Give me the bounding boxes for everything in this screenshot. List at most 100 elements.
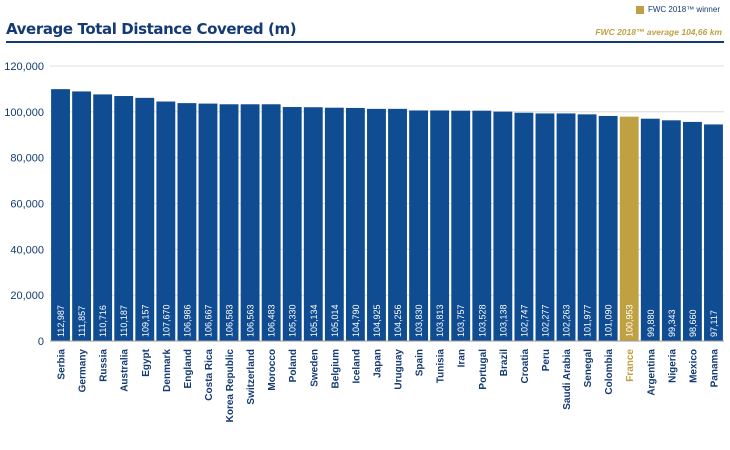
x-tick-label: Korea Republic — [225, 349, 236, 423]
bar — [640, 118, 660, 341]
x-tick-label: Brazil — [499, 349, 510, 376]
bar — [240, 104, 260, 341]
bar-value-label: 102,747 — [519, 304, 529, 337]
average-note: FWC 2018™ average 104,66 km — [595, 27, 722, 37]
bar — [177, 103, 197, 341]
bar-value-label: 107,670 — [161, 304, 171, 337]
bar — [535, 113, 555, 341]
bar-value-label: 106,667 — [203, 304, 213, 337]
bar-value-label: 112,987 — [56, 305, 66, 337]
bar-value-label: 97,117 — [709, 310, 719, 337]
bar — [409, 110, 429, 341]
bar — [135, 97, 155, 342]
bar — [156, 101, 176, 341]
bar — [282, 107, 302, 341]
bar-value-label: 106,563 — [246, 304, 256, 337]
x-tick-label: Sweden — [309, 349, 320, 387]
x-tick-label: Denmark — [162, 349, 173, 392]
bar-value-label: 103,830 — [414, 304, 424, 337]
bar — [367, 108, 386, 342]
x-tick-label: Belgium — [330, 349, 341, 389]
legend-swatch — [635, 5, 644, 14]
x-tick-label: Portugal — [478, 349, 489, 390]
bar — [93, 94, 113, 342]
chart-title: Average Total Distance Covered (m) — [6, 20, 297, 38]
x-tick-label: Egypt — [141, 348, 152, 376]
x-tick-label: Saudi Arabia — [562, 349, 573, 410]
bar — [219, 104, 239, 341]
bar — [556, 113, 576, 341]
x-tick-label: Iran — [457, 349, 468, 367]
y-tick-label: 120,000 — [4, 61, 44, 73]
bar-value-label: 106,986 — [182, 304, 192, 337]
bar — [451, 110, 471, 341]
bar — [430, 110, 450, 341]
bar — [619, 116, 639, 341]
y-tick-label: 20,000 — [10, 290, 44, 302]
bar — [514, 112, 534, 341]
legend-label: FWC 2018™ winner — [647, 5, 720, 14]
bar-value-label: 103,138 — [498, 304, 508, 337]
x-tick-label: England — [183, 349, 194, 388]
x-tick-label: Colombia — [604, 349, 615, 395]
bar-value-label: 104,925 — [372, 304, 382, 337]
bar — [303, 107, 323, 341]
bar-value-label: 106,583 — [225, 304, 235, 337]
bar — [198, 103, 218, 341]
x-tick-label: Senegal — [583, 349, 594, 388]
bar-value-label: 98,660 — [688, 309, 698, 337]
bar — [661, 120, 681, 341]
bar-value-label: 101,977 — [583, 304, 593, 337]
x-tick-label: Germany — [78, 349, 89, 393]
y-tick-label: 100,000 — [4, 107, 44, 119]
bar-value-label: 104,790 — [351, 304, 361, 337]
x-tick-label: Nigeria — [667, 349, 678, 383]
y-tick-label: 0 — [38, 336, 44, 348]
x-tick-label: Costa Rica — [204, 349, 215, 401]
bar — [704, 124, 723, 341]
bar-value-label: 102,277 — [540, 304, 550, 337]
bar-value-label: 102,263 — [562, 304, 572, 337]
y-tick-label: 80,000 — [10, 153, 44, 165]
bar-value-label: 103,528 — [477, 304, 487, 337]
bar-value-label: 99,343 — [667, 309, 677, 337]
x-tick-label: Australia — [120, 349, 131, 392]
bar — [472, 110, 492, 341]
bar-value-label: 109,157 — [140, 304, 150, 337]
x-tick-label: Russia — [99, 349, 110, 382]
bar — [682, 121, 702, 342]
x-tick-label: Tunisia — [436, 349, 447, 384]
bar-value-label: 105,134 — [309, 304, 319, 337]
x-tick-label: Serbia — [57, 349, 68, 380]
x-tick-label: Morocco — [267, 349, 278, 391]
bar-value-label: 100,953 — [625, 304, 635, 337]
bar — [598, 115, 618, 341]
legend: FWC 2018™ winner — [635, 5, 720, 14]
bar — [51, 89, 70, 341]
bar — [261, 104, 281, 341]
x-tick-label: Argentina — [646, 349, 657, 396]
bar — [577, 114, 597, 342]
x-tick-label: Croatia — [520, 349, 531, 384]
x-tick-label: Panama — [709, 349, 720, 388]
bar-value-label: 99,880 — [646, 309, 656, 337]
x-tick-label: Japan — [372, 349, 383, 378]
x-tick-label: Peru — [541, 349, 552, 371]
x-tick-label: Iceland — [351, 349, 362, 383]
y-tick-label: 40,000 — [10, 244, 44, 256]
y-tick-label: 60,000 — [10, 199, 44, 211]
x-tick-label: Switzerland — [246, 349, 257, 405]
bar-value-label: 110,187 — [119, 305, 129, 337]
bar-value-label: 110,716 — [98, 305, 108, 337]
bar-value-label: 105,014 — [330, 304, 340, 337]
x-tick-label: France — [625, 349, 636, 382]
x-tick-label: Poland — [288, 349, 299, 382]
bar-value-label: 103,757 — [456, 304, 466, 337]
bar-value-label: 111,857 — [77, 306, 87, 337]
bar — [114, 96, 134, 341]
bar-value-label: 101,090 — [604, 304, 614, 337]
bar-value-label: 106,483 — [267, 304, 277, 337]
bar-value-label: 104,256 — [393, 304, 403, 337]
bar — [324, 107, 344, 341]
